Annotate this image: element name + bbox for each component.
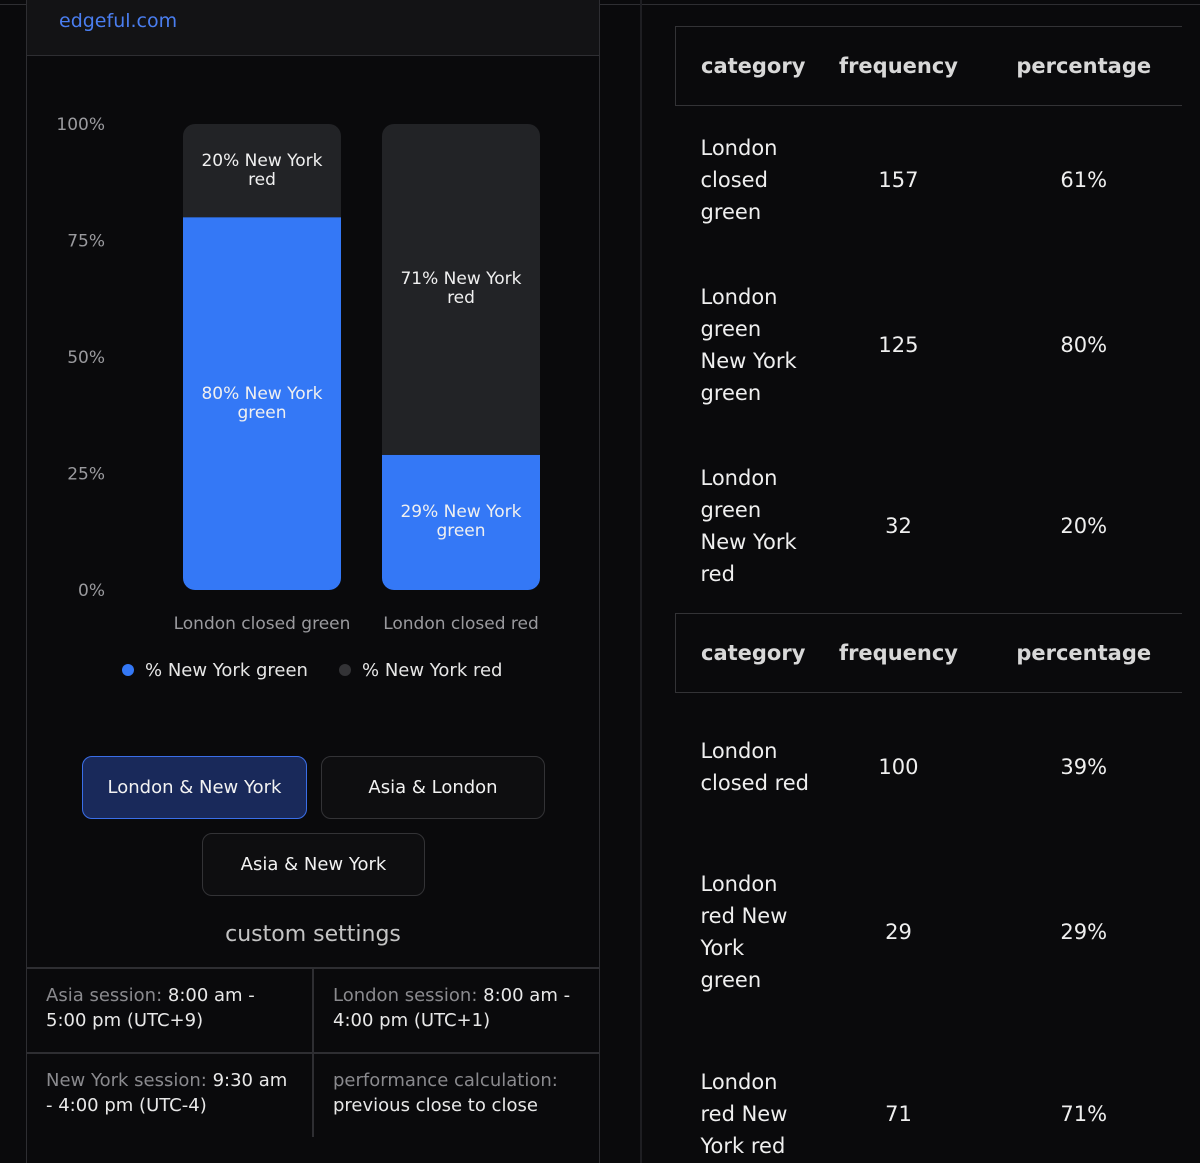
setting: Asia session: 8:00 am - 5:00 pm (UTC+9) xyxy=(26,967,313,1049)
setting-label: performance calculation: xyxy=(333,1070,558,1091)
y-tick-label: 100% xyxy=(56,115,105,135)
setting: performance calculation: previous close … xyxy=(313,1052,600,1134)
table-cell: London red New York red xyxy=(700,1069,788,1158)
table-cell: 71% xyxy=(1060,1101,1108,1126)
x-tick-label: London closed red xyxy=(383,614,539,634)
setting-label: Asia session: xyxy=(46,985,163,1006)
tab-button[interactable]: Asia & London xyxy=(321,756,545,819)
top-border xyxy=(0,4,1200,5)
bar-segment xyxy=(382,454,540,590)
divider xyxy=(640,0,642,1163)
column-header: frequency xyxy=(811,613,986,693)
value-label: 80% New York green xyxy=(201,383,323,423)
bar-segment xyxy=(382,124,540,455)
data-table: category frequency percentage London closed… xyxy=(675,26,1182,616)
value-label: 29% New York green xyxy=(400,502,522,542)
bar-group xyxy=(382,124,540,590)
rule xyxy=(312,967,314,1137)
table-cell: 125 xyxy=(878,332,919,357)
table-cell: London closed green xyxy=(700,135,778,224)
setting-value: 8:00 am - 5:00 pm (UTC+9) xyxy=(46,985,255,1031)
site-link[interactable]: edgeful.com xyxy=(59,10,178,32)
setting: London session: 8:00 am - 4:00 pm (UTC+1… xyxy=(313,967,600,1049)
bar-segment xyxy=(183,217,341,590)
table-cell: 29% xyxy=(1060,919,1108,944)
table-row: London red New York red 71 71% xyxy=(676,1023,1183,1163)
table-cell: 80% xyxy=(1060,332,1108,357)
settings-title: custom settings xyxy=(225,922,401,947)
legend-label: % New York green xyxy=(145,660,308,681)
y-tick-label: 50% xyxy=(67,348,105,368)
chart: 0% 25% 50% 75% 100% London closed green London… xyxy=(56,115,540,681)
table-cell: 61% xyxy=(1060,167,1108,192)
header-row: category frequency percentage xyxy=(675,613,1182,693)
x-tick-label: London closed green xyxy=(174,614,351,634)
column-header: percentage xyxy=(985,613,1182,693)
table-cell: 71 xyxy=(885,1101,912,1126)
tab-button[interactable]: Asia & New York xyxy=(202,833,425,896)
y-tick-label: 0% xyxy=(78,581,105,601)
legend-marker xyxy=(122,664,134,676)
setting-label: London session: xyxy=(333,985,478,1006)
table-cell: London green New York green xyxy=(700,284,797,405)
bar-group xyxy=(183,124,341,590)
table-row: London green New York green 125 80% xyxy=(676,254,1183,436)
tab-button[interactable]: London & New York xyxy=(82,756,307,819)
y-tick-label: 25% xyxy=(67,465,105,485)
left-panel xyxy=(26,56,600,1163)
table-row: London closed green 157 61% xyxy=(676,106,1183,254)
value-label: 20% New York red xyxy=(201,150,323,190)
data-table: category frequency percentage London closed… xyxy=(675,613,1182,1163)
setting-value: previous close to close xyxy=(333,1095,538,1116)
value-label: 71% New York red xyxy=(400,269,522,309)
table-cell: London closed red xyxy=(700,738,810,795)
column-header: category xyxy=(675,613,812,693)
setting-label: New York session: xyxy=(46,1070,207,1091)
bar-segment xyxy=(183,124,341,218)
table-cell: 29 xyxy=(885,919,912,944)
y-tick-label: 75% xyxy=(67,232,105,252)
table-cell: 100 xyxy=(878,754,919,779)
chart-labels: 80% New York green 20% New York red 29% Ne… xyxy=(0,0,600,700)
table-cell: 32 xyxy=(885,513,912,538)
setting-value: 8:00 am - 4:00 pm (UTC+1) xyxy=(333,985,571,1031)
header: edgeful.com xyxy=(26,0,600,56)
column-header: frequency xyxy=(811,26,986,106)
table-cell: 39% xyxy=(1060,754,1108,779)
column-header: percentage xyxy=(985,26,1182,106)
table-cell: 20% xyxy=(1060,513,1108,538)
table-cell: London red New York green xyxy=(700,871,788,992)
legend-label: % New York red xyxy=(362,660,502,681)
setting: New York session: 9:30 am - 4:00 pm (UTC… xyxy=(26,1052,313,1134)
table-cell: London green New York red xyxy=(700,465,797,586)
table-cell: 157 xyxy=(878,167,919,192)
header-row: category frequency percentage xyxy=(675,26,1182,106)
table-row: London closed red 100 39% xyxy=(676,693,1183,841)
column-header: category xyxy=(675,26,812,106)
table-row: London green New York red 32 20% xyxy=(676,436,1183,616)
setting-value: 9:30 am - 4:00 pm (UTC-4) xyxy=(46,1070,288,1116)
legend-marker xyxy=(339,664,351,676)
table-row: London red New York green 29 29% xyxy=(676,841,1183,1023)
